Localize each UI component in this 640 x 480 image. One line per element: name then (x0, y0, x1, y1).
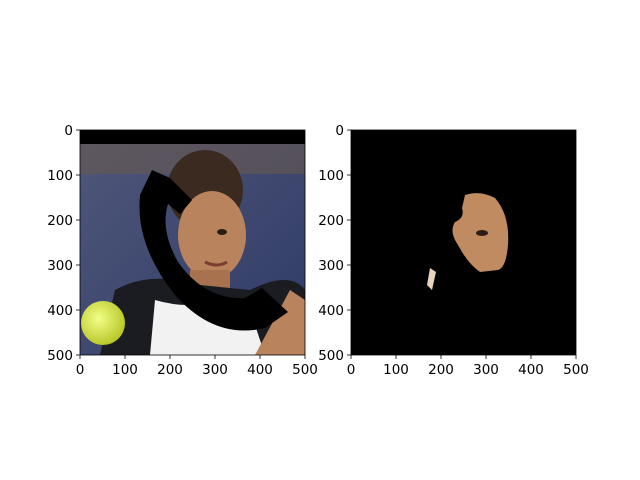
left-photo (80, 130, 305, 355)
right-y-tick-label: 100 (318, 168, 344, 184)
right-x-tick-label: 200 (428, 362, 454, 378)
segmented-eye (476, 230, 488, 236)
left-y-tick-label: 0 (64, 123, 73, 139)
left-y-tick-label: 400 (47, 303, 73, 319)
left-x-tick-label: 500 (292, 362, 318, 378)
left-x-tick-label: 300 (202, 362, 228, 378)
left-x-tick-label: 200 (157, 362, 183, 378)
right-x-tick-label: 300 (473, 362, 499, 378)
face (178, 191, 246, 279)
left-x-tick-label: 0 (76, 362, 85, 378)
top-black-band (80, 130, 305, 144)
left-x-tick-label: 100 (112, 362, 138, 378)
left-y-tick-label: 200 (47, 213, 73, 229)
right-x-tick-label: 0 (347, 362, 356, 378)
left-y-tick-label: 300 (47, 258, 73, 274)
right-y-tick-label: 200 (318, 213, 344, 229)
right-y-tick-label: 300 (318, 258, 344, 274)
eye (217, 229, 227, 235)
segmented-fragment (427, 268, 436, 290)
right-mask-image (351, 130, 576, 355)
left-y-tick-label: 500 (47, 348, 73, 364)
left-x-tick-label: 400 (247, 362, 273, 378)
tennis-ball (81, 301, 125, 345)
right-y-tick-label: 500 (318, 348, 344, 364)
right-x-tick-label: 500 (563, 362, 589, 378)
right-y-tick-label: 0 (335, 123, 344, 139)
left-axes-frame (79, 129, 306, 356)
right-axes-frame (350, 129, 577, 356)
right-x-tick-label: 100 (383, 362, 409, 378)
occlusion-mask (139, 170, 288, 331)
right-x-tick-label: 400 (518, 362, 544, 378)
right-y-tick-label: 400 (318, 303, 344, 319)
mouth (204, 260, 228, 267)
arm (255, 290, 305, 355)
left-y-tick-label: 100 (47, 168, 73, 184)
